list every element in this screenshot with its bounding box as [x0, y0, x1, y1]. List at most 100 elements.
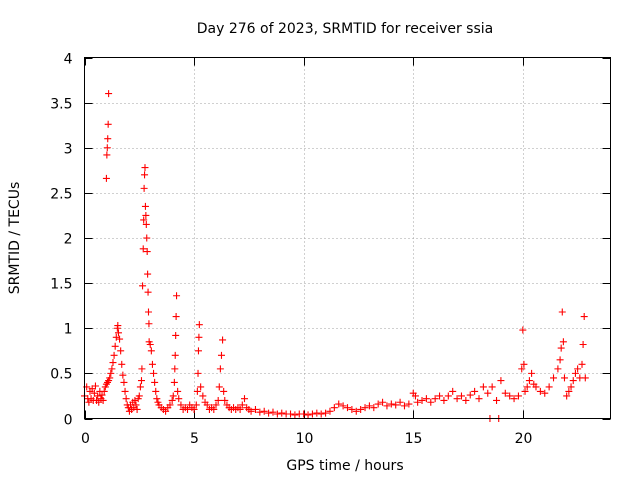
data-point: [567, 383, 575, 391]
data-point: [132, 401, 140, 409]
data-point: [335, 400, 343, 408]
data-point: [139, 282, 147, 290]
data-point: [114, 322, 122, 330]
data-point: [497, 377, 505, 385]
data-point: [238, 401, 246, 409]
data-point: [104, 120, 112, 128]
data-point: [493, 396, 501, 404]
data-point: [444, 392, 452, 400]
data-point: [411, 392, 419, 400]
data-point: [247, 407, 255, 415]
data-point: [144, 270, 152, 278]
data-point: [578, 360, 586, 368]
data-point: [103, 144, 111, 152]
data-point: [212, 401, 220, 409]
data-point: [141, 171, 149, 179]
data-point: [133, 405, 141, 413]
data-point: [348, 405, 356, 413]
data-point: [199, 392, 207, 400]
data-point: [449, 387, 457, 395]
y-tick-label: 2.5: [50, 187, 72, 203]
data-point: [172, 313, 180, 321]
data-point: [142, 211, 150, 219]
data-point: [579, 340, 587, 348]
data-point: [194, 369, 202, 377]
data-point: [120, 378, 128, 386]
data-point: [166, 401, 174, 409]
y-tick-label: 0.5: [50, 367, 72, 383]
y-axis-label: SRMTID / TECUs: [7, 182, 23, 295]
data-point: [520, 360, 528, 368]
data-point: [475, 395, 483, 403]
y-tick-label: 2: [64, 232, 73, 248]
data-point: [581, 374, 589, 382]
data-point: [565, 387, 573, 395]
chart-title: Day 276 of 2023, SRMTID for receiver ssi…: [197, 21, 493, 37]
data-point: [236, 405, 244, 413]
data-point: [291, 411, 299, 419]
data-point: [111, 342, 119, 350]
data-point: [563, 392, 571, 400]
data-point: [392, 401, 400, 409]
data-point: [287, 410, 295, 418]
data-point: [121, 387, 129, 395]
data-point: [107, 369, 115, 377]
data-point: [479, 383, 487, 391]
data-point: [436, 392, 444, 400]
y-tick-label: 3: [64, 142, 73, 158]
data-point: [142, 220, 150, 228]
data-point: [556, 356, 564, 364]
y-tick-label: 3.5: [50, 97, 72, 113]
data-point: [220, 387, 228, 395]
data-point: [326, 407, 334, 415]
data-point: [143, 234, 151, 242]
data-point: [99, 396, 107, 404]
data-point: [304, 411, 312, 419]
data-point: [374, 400, 382, 408]
data-point: [151, 378, 159, 386]
data-point: [104, 135, 112, 143]
data-point: [453, 395, 461, 403]
data-point: [195, 333, 203, 341]
data-point: [171, 351, 179, 359]
data-point: [141, 202, 149, 210]
data-point: [580, 313, 588, 321]
data-point: [521, 387, 529, 395]
data-point: [278, 409, 286, 417]
data-point: [219, 336, 227, 344]
data-point: [116, 335, 124, 343]
data-point: [114, 329, 122, 337]
data-point: [265, 409, 273, 417]
data-point: [147, 347, 155, 355]
data-point: [501, 389, 509, 397]
data-point: [484, 389, 492, 397]
plot-frame: [84, 57, 611, 419]
data-point: [172, 331, 180, 339]
data-point: [569, 377, 577, 385]
data-point: [137, 377, 145, 385]
data-point: [100, 387, 108, 395]
data-point: [150, 369, 158, 377]
data-point: [514, 392, 522, 400]
data-point: [528, 369, 536, 377]
data-point: [471, 387, 479, 395]
data-point: [414, 398, 422, 406]
data-point: [427, 398, 435, 406]
data-point: [240, 395, 248, 403]
data-point: [105, 90, 113, 98]
data-point: [197, 383, 205, 391]
data-point: [574, 365, 582, 373]
data-point: [215, 383, 223, 391]
data-point: [184, 405, 192, 413]
data-point: [396, 398, 404, 406]
y-tick-label: 1: [64, 322, 73, 338]
data-point: [122, 395, 130, 403]
data-point: [169, 392, 177, 400]
data-point: [344, 404, 351, 412]
data-point: [322, 409, 330, 417]
data-point: [519, 326, 527, 334]
data-point: [317, 410, 325, 418]
x-tick-label: 10: [296, 431, 314, 447]
data-point: [554, 365, 562, 373]
